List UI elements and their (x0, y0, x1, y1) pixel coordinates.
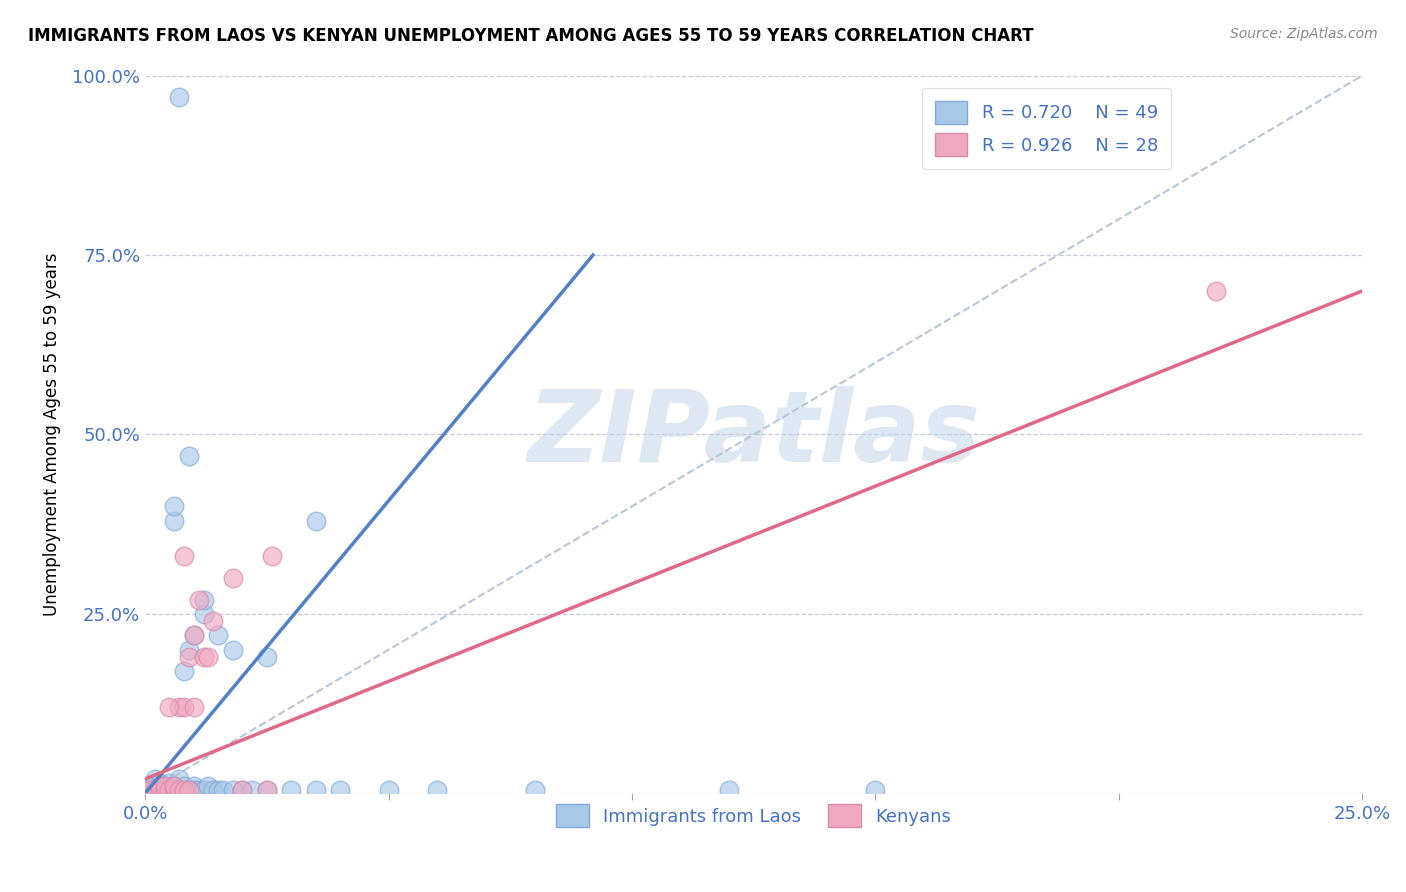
Text: Source: ZipAtlas.com: Source: ZipAtlas.com (1230, 27, 1378, 41)
Point (159, 700, 181, 714)
Point (183, 628, 205, 642)
Point (865, 782, 887, 797)
Point (222, 782, 245, 797)
Point (153, 779, 176, 793)
Point (149, 782, 172, 797)
Legend: Immigrants from Laos, Kenyans: Immigrants from Laos, Kenyans (550, 797, 959, 835)
Point (173, 549, 195, 564)
Point (167, 90, 190, 104)
Point (193, 592, 215, 607)
Point (183, 700, 205, 714)
Point (187, 592, 209, 607)
Point (163, 782, 186, 797)
Point (149, 779, 172, 793)
Point (163, 782, 186, 797)
Text: ZIPatlas: ZIPatlas (527, 386, 980, 483)
Point (231, 782, 253, 797)
Point (304, 514, 326, 528)
Point (143, 782, 166, 797)
Point (183, 782, 205, 797)
Point (143, 772, 166, 786)
Point (163, 779, 186, 793)
Point (1205, 284, 1227, 298)
Point (153, 782, 176, 797)
Point (173, 782, 195, 797)
Point (231, 782, 253, 797)
Point (167, 782, 190, 797)
Point (260, 549, 283, 564)
Point (167, 772, 190, 786)
Point (183, 628, 205, 642)
Point (718, 782, 741, 797)
Point (177, 650, 200, 665)
Point (159, 782, 181, 797)
Point (202, 782, 225, 797)
Point (173, 782, 195, 797)
Point (163, 500, 186, 514)
Point (240, 782, 263, 797)
Point (222, 571, 245, 585)
Point (177, 782, 200, 797)
Point (193, 607, 215, 621)
Point (153, 779, 176, 793)
Point (183, 779, 205, 793)
Point (187, 782, 209, 797)
Point (159, 775, 181, 789)
Point (177, 642, 200, 657)
Point (207, 782, 229, 797)
Point (167, 782, 190, 797)
Point (193, 650, 215, 665)
Point (173, 665, 195, 679)
Point (329, 782, 352, 797)
Point (143, 782, 166, 797)
Point (197, 650, 219, 665)
Point (256, 650, 278, 665)
Point (377, 782, 399, 797)
Point (149, 775, 172, 789)
Point (173, 779, 195, 793)
Point (202, 614, 225, 628)
Text: IMMIGRANTS FROM LAOS VS KENYAN UNEMPLOYMENT AMONG AGES 55 TO 59 YEARS CORRELATIO: IMMIGRANTS FROM LAOS VS KENYAN UNEMPLOYM… (28, 27, 1033, 45)
Point (149, 779, 172, 793)
Point (256, 782, 278, 797)
Point (153, 782, 176, 797)
Point (426, 782, 449, 797)
Point (159, 782, 181, 797)
Point (139, 782, 162, 797)
Point (177, 449, 200, 463)
Point (523, 782, 546, 797)
Y-axis label: Unemployment Among Ages 55 to 59 years: Unemployment Among Ages 55 to 59 years (44, 252, 60, 616)
Point (139, 779, 162, 793)
Point (173, 700, 195, 714)
Point (193, 782, 215, 797)
Point (280, 782, 302, 797)
Point (212, 782, 235, 797)
Point (197, 779, 219, 793)
Point (163, 514, 186, 528)
Point (207, 628, 229, 642)
Point (163, 779, 186, 793)
Point (256, 782, 278, 797)
Point (222, 642, 245, 657)
Point (304, 782, 326, 797)
Point (167, 700, 190, 714)
Point (177, 782, 200, 797)
